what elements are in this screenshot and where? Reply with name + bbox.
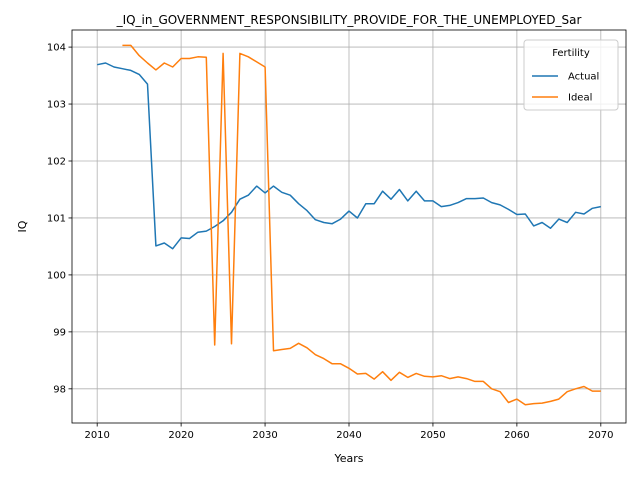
x-tick-label: 2040 [336, 430, 361, 441]
x-tick-label: 2020 [168, 430, 193, 441]
chart-title: _IQ_in_GOVERNMENT_RESPONSIBILITY_PROVIDE… [116, 13, 582, 27]
x-tick-label: 2050 [420, 430, 445, 441]
x-tick-label: 2030 [252, 430, 277, 441]
y-tick-label: 100 [47, 270, 66, 281]
y-tick-label: 101 [47, 213, 66, 224]
y-tick-label: 104 [47, 43, 66, 54]
x-tick-label: 2070 [588, 430, 613, 441]
legend-label-ideal: Ideal [568, 93, 592, 104]
y-tick-label: 98 [53, 384, 66, 395]
x-tick-label: 2060 [504, 430, 529, 441]
legend: Fertility Actual Ideal [524, 40, 618, 110]
x-axis-label: Years [333, 452, 363, 465]
y-tick-label: 99 [53, 327, 66, 338]
legend-label-actual: Actual [568, 72, 599, 83]
y-tick-label: 103 [47, 100, 66, 111]
y-tick-label: 102 [47, 157, 66, 168]
legend-title: Fertility [552, 48, 590, 59]
x-tick-label: 2010 [84, 430, 109, 441]
y-axis-label: IQ [16, 220, 29, 232]
